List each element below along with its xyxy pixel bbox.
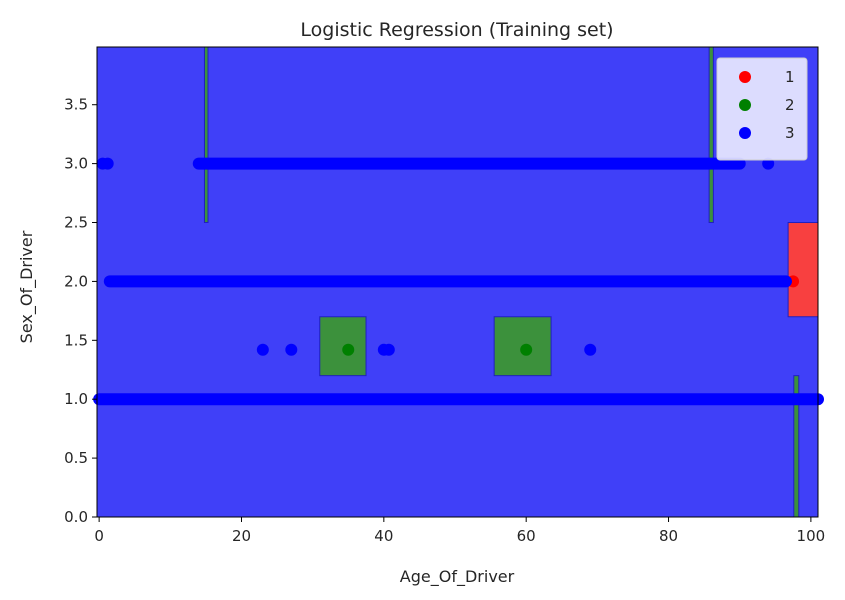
plot-area <box>93 46 824 518</box>
legend-marker-2 <box>739 99 751 111</box>
axes-frame <box>96 46 819 518</box>
legend-label-2: 2 <box>785 96 795 114</box>
y-tick-label: 0.5 <box>64 449 88 467</box>
data-point-class-3 <box>584 343 597 356</box>
y-tick-label: 0.0 <box>64 508 88 526</box>
x-tick-label: 20 <box>232 527 251 545</box>
legend: 1 2 3 <box>716 57 808 161</box>
y-tick-label: 3.0 <box>64 155 88 173</box>
chart-title: Logistic Regression (Training set) <box>300 19 613 41</box>
x-tick-label: 100 <box>797 527 826 545</box>
y-axis-label: Sex_Of_Driver <box>17 230 37 343</box>
data-point-class-3 <box>285 343 298 356</box>
y-tick-label: 3.5 <box>64 96 88 114</box>
decision-region-1 <box>787 222 819 318</box>
y-tick-label: 1.5 <box>64 331 88 349</box>
data-point-class-3 <box>101 157 114 170</box>
x-tick-label: 80 <box>659 527 678 545</box>
decision-region-2 <box>708 46 714 224</box>
data-point-class-2 <box>520 343 533 356</box>
legend-label-1: 1 <box>785 68 795 86</box>
y-tick-label: 1.0 <box>64 390 88 408</box>
x-tick-label: 40 <box>374 527 393 545</box>
legend-label-3: 3 <box>785 124 795 142</box>
data-point-class-3 <box>762 157 775 170</box>
decision-region-2 <box>319 316 367 377</box>
y-tick-label: 2.5 <box>64 214 88 232</box>
data-point-class-3 <box>256 343 269 356</box>
legend-marker-1 <box>739 71 751 83</box>
y-tick-label: 2.0 <box>64 272 88 290</box>
decision-region-2 <box>203 46 209 224</box>
data-point-class-2 <box>342 343 355 356</box>
x-tick-label: 0 <box>94 527 104 545</box>
axes: 0 20 40 60 80 100 0.0 0.5 1.0 1.5 2.0 2.5 3.0 3.5 <box>64 46 826 545</box>
data-point-class-3 <box>382 343 395 356</box>
legend-marker-3 <box>739 127 751 139</box>
x-axis-label: Age_Of_Driver <box>400 567 515 587</box>
x-tick-label: 60 <box>517 527 536 545</box>
